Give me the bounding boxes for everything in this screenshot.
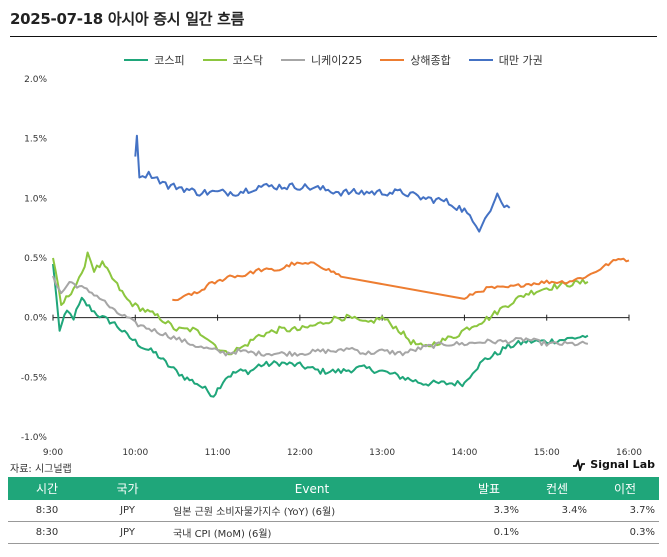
y-tick-label: 1.5% xyxy=(24,135,47,145)
x-tick-label: 16:00 xyxy=(616,448,642,458)
x-tick-label: 15:00 xyxy=(534,448,560,458)
header-consensus: 컨센 xyxy=(523,477,591,500)
cell-country: JPY xyxy=(86,521,169,544)
cell-time: 8:30 xyxy=(8,500,86,522)
economic-events-table: 시간 국가 Event 발표 컨센 이전 8:30 JPY 일본 근원 소비자물… xyxy=(8,477,659,544)
y-tick-label: 2.0% xyxy=(24,75,47,85)
cell-consensus: 3.4% xyxy=(523,500,591,522)
series-line-taiwan xyxy=(134,134,511,233)
legend-swatch-taiwan xyxy=(468,59,493,61)
legend-item-taiwan: 대만 가권 xyxy=(468,52,543,68)
x-tick-label: 9:00 xyxy=(43,448,63,458)
legend: 코스피 코스닥 니케이225 상해종합 대만 가권 xyxy=(0,52,667,68)
cell-actual: 0.1% xyxy=(455,521,523,544)
x-tick-label: 11:00 xyxy=(205,448,231,458)
series-line-kospi xyxy=(52,263,589,398)
cell-time: 8:30 xyxy=(8,521,86,544)
table-header-row: 시간 국가 Event 발표 컨센 이전 xyxy=(8,477,659,500)
y-tick-label: 0.5% xyxy=(24,254,47,264)
brand-name: Signal Lab xyxy=(590,458,655,471)
x-tick-label: 12:00 xyxy=(287,448,313,458)
chart-title: 2025-07-18 아시아 증시 일간 흐름 xyxy=(10,10,245,28)
line-chart: 2.0% 1.5% 1.0% 0.5% 0.0% -0.5% -1.0% 9:00 10:00 1… xyxy=(21,75,642,458)
table-row: 8:30 JPY 일본 근원 소비자물가지수 (YoY) (6월) 3.3% 3… xyxy=(8,500,659,522)
cell-country: JPY xyxy=(86,500,169,522)
legend-item-nikkei: 니케이225 xyxy=(280,52,363,68)
legend-label-shanghai: 상해종합 xyxy=(410,54,451,67)
legend-swatch-shanghai xyxy=(380,59,405,61)
cell-event: 국내 CPI (MoM) (6월) xyxy=(169,521,455,544)
cell-event: 일본 근원 소비자물가지수 (YoY) (6월) xyxy=(169,500,455,522)
brand-logo: Signal Lab xyxy=(572,458,655,471)
cell-consensus xyxy=(523,521,591,544)
cell-previous: 0.3% xyxy=(591,521,659,544)
cell-actual: 3.3% xyxy=(455,500,523,522)
header-event: Event xyxy=(169,477,455,500)
y-tick-label: 1.0% xyxy=(24,194,47,204)
header-country: 국가 xyxy=(86,477,169,500)
legend-label-taiwan: 대만 가권 xyxy=(498,54,543,67)
legend-label-kosdaq: 코스닥 xyxy=(232,54,263,67)
legend-label-nikkei: 니케이225 xyxy=(310,54,363,67)
cell-previous: 3.7% xyxy=(591,500,659,522)
x-tick-label: 13:00 xyxy=(369,448,395,458)
legend-swatch-nikkei xyxy=(280,59,305,61)
source-note: 자료: 시그널랩 xyxy=(10,464,72,475)
series-line-shanghai xyxy=(172,257,630,302)
y-tick-label: -1.0% xyxy=(21,433,48,443)
series-line-kosdaq xyxy=(52,251,589,356)
legend-item-kosdaq: 코스닥 xyxy=(202,52,263,68)
x-tick-label: 14:00 xyxy=(451,448,477,458)
title-divider xyxy=(10,36,657,37)
y-tick-label: 0.0% xyxy=(24,314,47,324)
legend-label-kospi: 코스피 xyxy=(154,54,185,67)
legend-swatch-kospi xyxy=(124,59,149,61)
x-tick-label: 10:00 xyxy=(122,448,148,458)
series-line-nikkei xyxy=(52,275,589,357)
table-row: 8:30 JPY 국내 CPI (MoM) (6월) 0.1% 0.3% xyxy=(8,521,659,544)
header-previous: 이전 xyxy=(591,477,659,500)
header-time: 시간 xyxy=(8,477,86,500)
legend-item-kospi: 코스피 xyxy=(124,52,185,68)
signal-icon xyxy=(573,458,586,471)
y-tick-label: -0.5% xyxy=(21,373,48,383)
legend-swatch-kosdaq xyxy=(202,59,227,61)
header-actual: 발표 xyxy=(455,477,523,500)
legend-item-shanghai: 상해종합 xyxy=(380,52,451,68)
